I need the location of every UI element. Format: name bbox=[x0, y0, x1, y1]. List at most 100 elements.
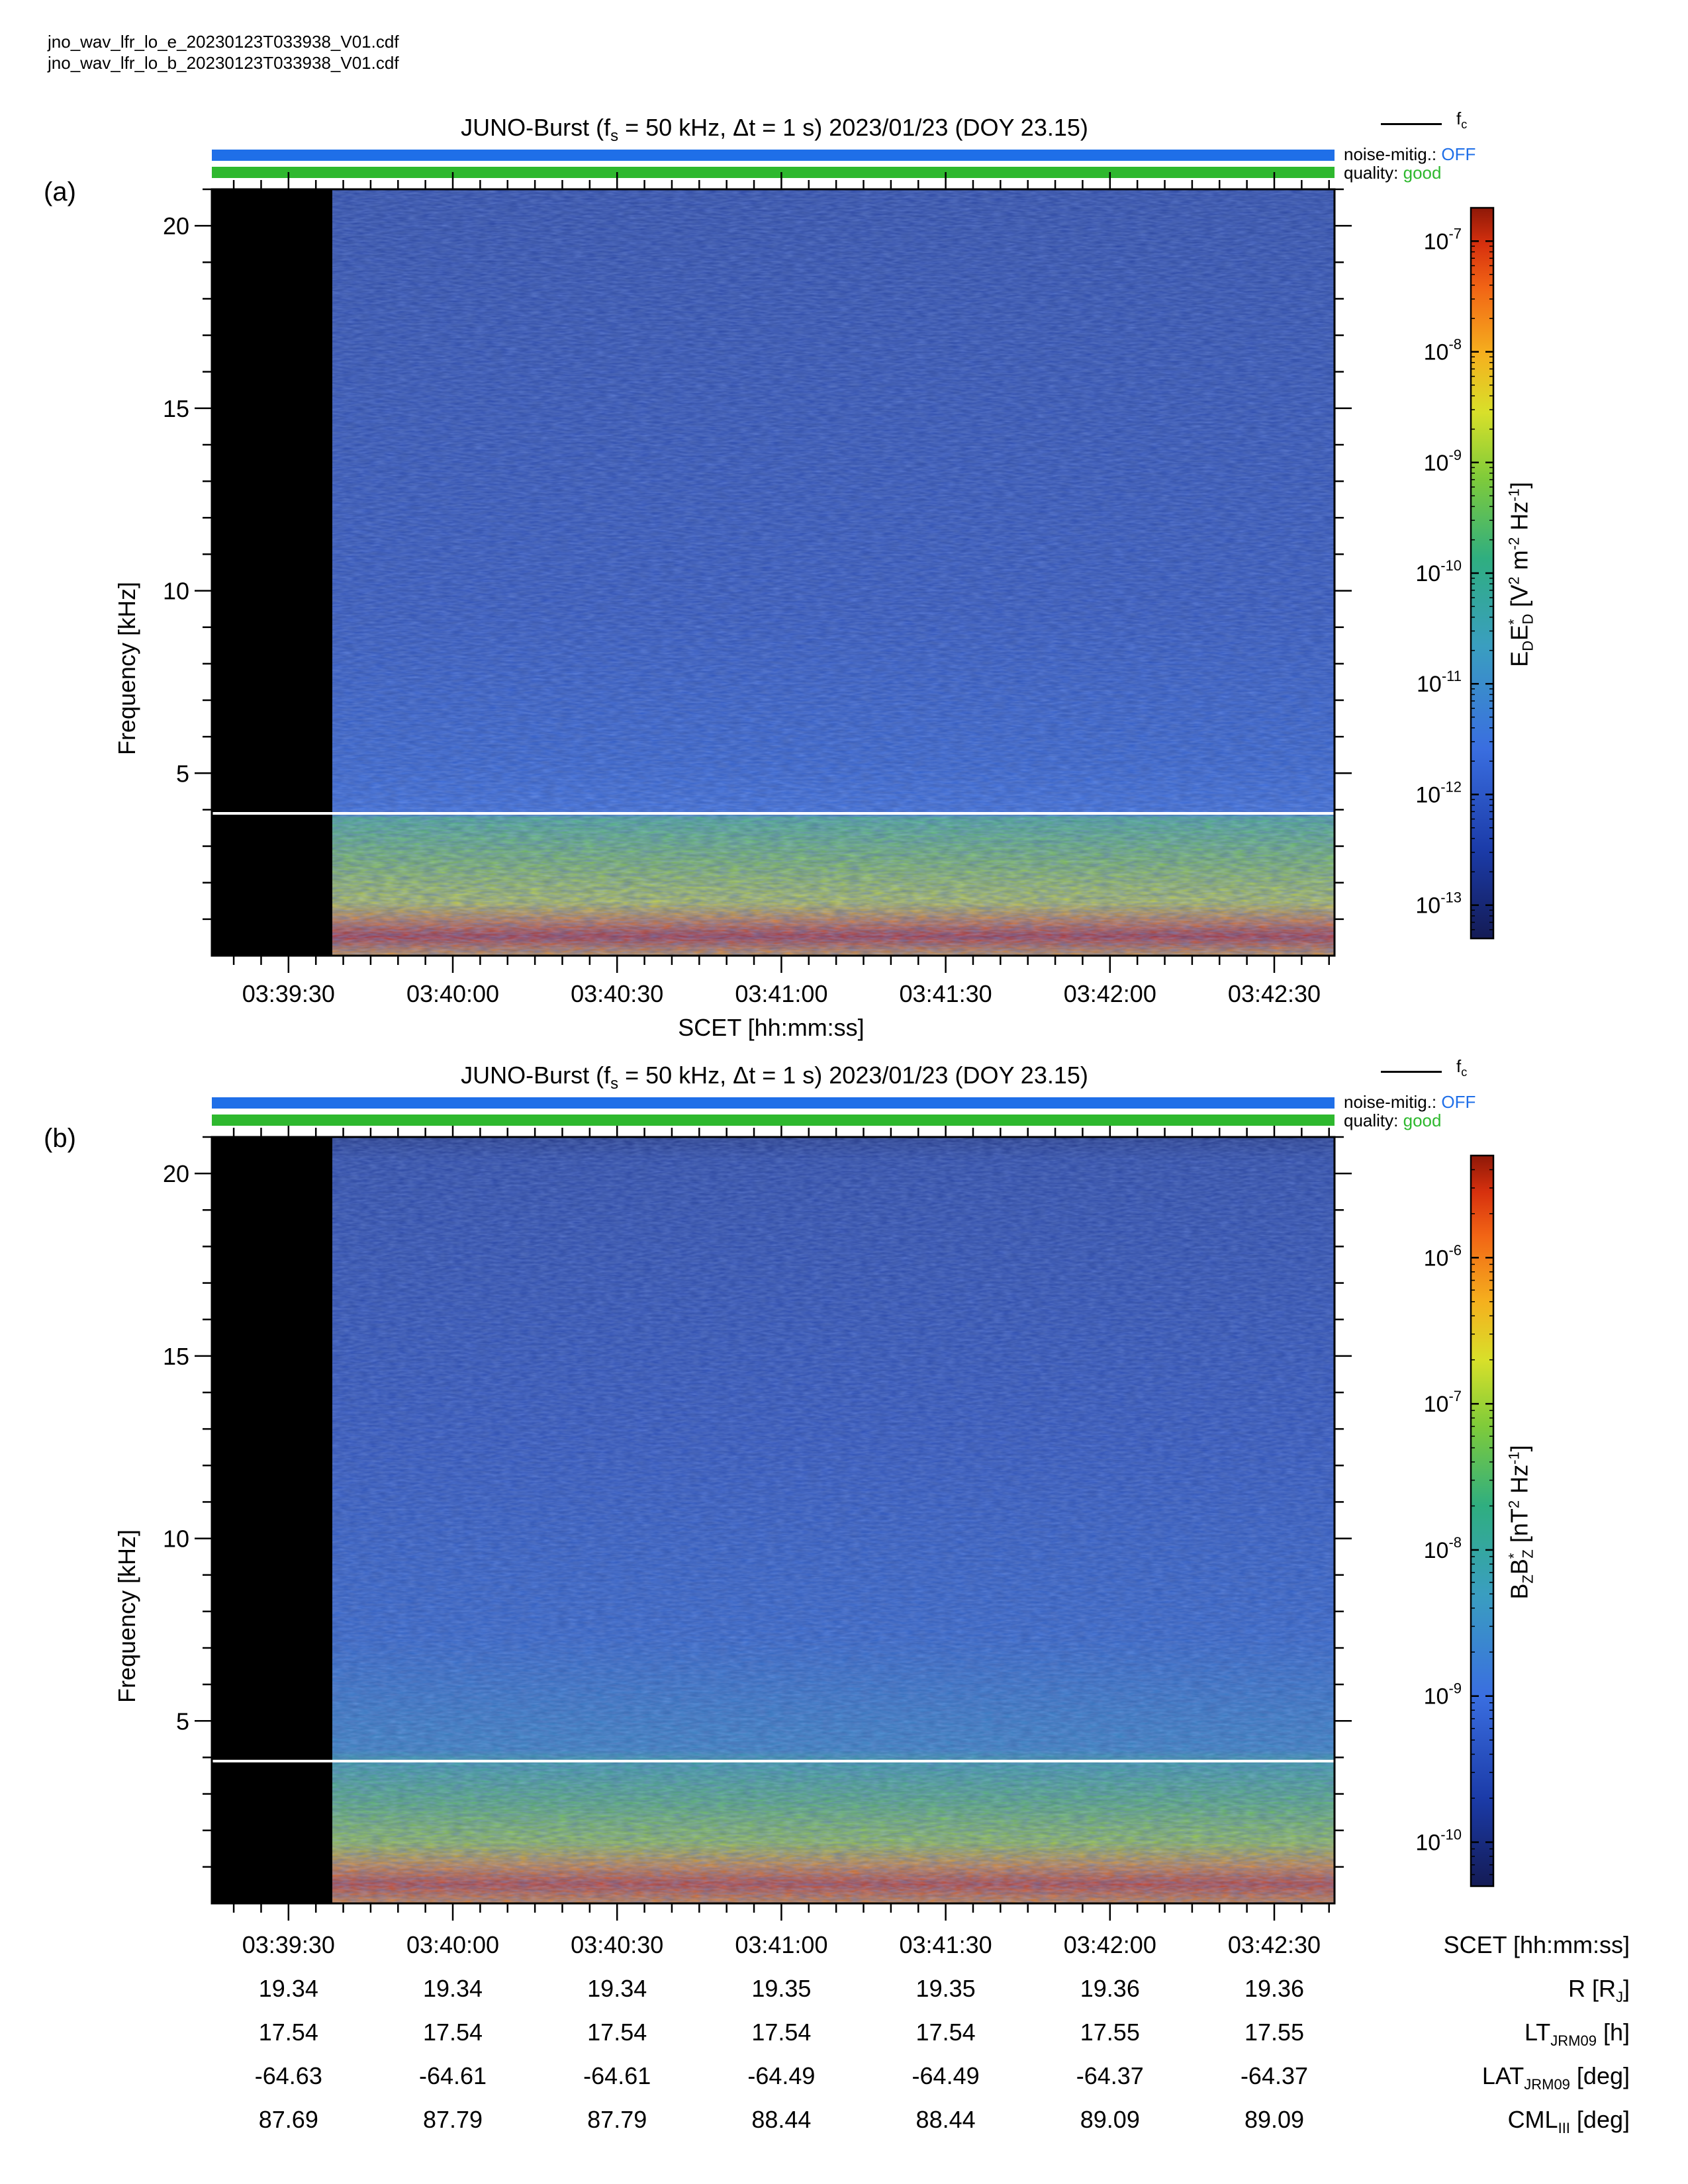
colorbar-tick-label: 10-13 bbox=[1415, 889, 1462, 919]
ephemeris-value: -64.49 bbox=[912, 2062, 980, 2089]
ephemeris-value: 19.36 bbox=[1244, 1975, 1305, 2002]
colorbar-tick-label: 10-7 bbox=[1424, 1388, 1462, 1417]
ephemeris-row-label: LTJRM09 [h] bbox=[1524, 2019, 1630, 2050]
colorbar-a-label: EDE*D [V2 m-2 Hz-1] bbox=[1505, 482, 1536, 667]
spectrogram-b: 5 10 15 20 10-6 10-7 10-8 10-9 10-10 bbox=[163, 1120, 1495, 1921]
ephemeris-value: 89.09 bbox=[1244, 2106, 1305, 2133]
ephemeris-row-label: CMLIII [deg] bbox=[1507, 2106, 1630, 2137]
x-tick-label: 03:41:00 bbox=[735, 980, 827, 1007]
no-data-region bbox=[212, 1137, 333, 1903]
x-tick-label: 03:42:00 bbox=[1064, 980, 1156, 1007]
quality-value-a: good bbox=[1403, 163, 1442, 183]
colorbar-tick-label: 10-8 bbox=[1424, 1534, 1462, 1563]
y-tick-label: 20 bbox=[163, 212, 189, 240]
ephemeris-value: -64.37 bbox=[1076, 2062, 1144, 2089]
ephemeris-value: 19.35 bbox=[751, 1975, 812, 2002]
y-tick-label: 15 bbox=[163, 395, 189, 422]
fc-legend-label-a: fc bbox=[1456, 109, 1468, 132]
ephemeris-value: 19.35 bbox=[915, 1975, 976, 2002]
ephemeris-value: 17.55 bbox=[1244, 2019, 1305, 2046]
quality-label-a: quality: good bbox=[1344, 163, 1442, 183]
x-tick-label: 03:41:30 bbox=[899, 1931, 992, 1958]
lowfreq-band-texture bbox=[332, 1760, 1335, 1903]
colorbar-tick-label: 10-10 bbox=[1415, 557, 1462, 586]
fc-legend-line-b bbox=[1381, 1071, 1442, 1073]
ephemeris-value: 17.54 bbox=[422, 2019, 483, 2046]
ephemeris-value: 17.54 bbox=[915, 2019, 976, 2046]
ephemeris-value: -64.63 bbox=[254, 2062, 322, 2089]
ephemeris-value: 17.54 bbox=[751, 2019, 812, 2046]
file-name-e: jno_wav_lfr_lo_e_20230123T033938_V01.cdf bbox=[48, 32, 399, 52]
ephemeris-row-label: R [RJ] bbox=[1568, 1975, 1630, 2006]
y-tick-label: 10 bbox=[163, 578, 189, 605]
x-tick-label: 03:42:30 bbox=[1227, 1931, 1321, 1958]
ephemeris-value: 19.34 bbox=[587, 1975, 647, 2002]
ephemeris-value: -64.49 bbox=[747, 2062, 816, 2089]
colorbar-tick-label: 10-7 bbox=[1424, 225, 1462, 254]
fc-legend-label-b: fc bbox=[1456, 1056, 1468, 1079]
x-tick-label: 03:40:30 bbox=[571, 1931, 664, 1958]
noise-mitig-label-a: noise-mitig.: OFF bbox=[1344, 144, 1476, 164]
ephemeris-value: -64.37 bbox=[1240, 2062, 1309, 2089]
noise-mitig-value-b: OFF bbox=[1441, 1092, 1476, 1112]
file-name-b: jno_wav_lfr_lo_b_20230123T033938_V01.cdf bbox=[48, 53, 399, 73]
ephemeris-row-label: LATJRM09 [deg] bbox=[1481, 2062, 1630, 2093]
colorbar-tick-label: 10-11 bbox=[1417, 668, 1462, 697]
colorbar-tick-label: 10-12 bbox=[1415, 778, 1462, 807]
panel-b-title: JUNO-Burst (fs = 50 kHz, Δt = 1 s) 2023/… bbox=[461, 1062, 1088, 1093]
colorbar-b-label: BZB*Z [nT2 Hz-1] bbox=[1505, 1445, 1536, 1600]
colorbar-b-label-wrap: BZB*Z [nT2 Hz-1] bbox=[1505, 1445, 1536, 1599]
x-tick-label: 03:40:30 bbox=[571, 980, 663, 1007]
quality-bar-b bbox=[212, 1115, 1335, 1126]
x-tick-label: 03:42:00 bbox=[1063, 1931, 1156, 1958]
ephemeris-value: 17.55 bbox=[1080, 2019, 1140, 2046]
ephemeris-value: 87.79 bbox=[422, 2106, 483, 2133]
fc-legend-line-a bbox=[1381, 123, 1442, 125]
ephemeris-value: 87.69 bbox=[258, 2106, 318, 2133]
x-tick-label: 03:40:00 bbox=[406, 980, 499, 1007]
ephemeris-value: 89.09 bbox=[1080, 2106, 1140, 2133]
y-tick-label: 15 bbox=[163, 1343, 189, 1370]
noise-mitigation-bar-a bbox=[212, 150, 1335, 161]
ephemeris-value: -64.61 bbox=[583, 2062, 651, 2089]
x-tick-label: 03:41:00 bbox=[735, 1931, 828, 1958]
spectrogram-a: 5 10 15 20 03:39:30 03:40:00 03:40:30 03:41:00 0… bbox=[163, 172, 1495, 1007]
x-tick-label: 03:42:30 bbox=[1228, 980, 1321, 1007]
y-tick-label: 5 bbox=[176, 760, 189, 787]
panel-b-tag: (b) bbox=[44, 1124, 76, 1153]
ephemeris-value: 17.54 bbox=[258, 2019, 318, 2046]
colorbar-tick-label: 10-6 bbox=[1424, 1242, 1462, 1271]
ephemeris-value: 17.54 bbox=[587, 2019, 647, 2046]
quality-value-b: good bbox=[1403, 1111, 1442, 1130]
ylabel-b: Frequency [kHz] bbox=[113, 1529, 140, 1704]
quality-bar-a bbox=[212, 167, 1335, 178]
ylabel-a: Frequency [kHz] bbox=[113, 581, 140, 756]
ylabel-a-wrap: Frequency [kHz] bbox=[99, 582, 140, 755]
noise-mitig-value-a: OFF bbox=[1441, 144, 1476, 164]
ephemeris-value: 19.34 bbox=[258, 1975, 318, 2002]
colorbar-tick-label: 10-8 bbox=[1424, 336, 1462, 365]
ephemeris-value: 87.79 bbox=[587, 2106, 647, 2133]
ylabel-b-wrap: Frequency [kHz] bbox=[99, 1529, 140, 1703]
plot-frame bbox=[211, 1136, 1336, 1905]
x-tick-label: 03:39:30 bbox=[242, 980, 335, 1007]
noise-mitig-label-b: noise-mitig.: OFF bbox=[1344, 1092, 1476, 1112]
xlabel-a: SCET [hh:mm:ss] bbox=[678, 1014, 865, 1041]
ephemeris-row-label: SCET [hh:mm:ss] bbox=[1443, 1931, 1630, 1958]
x-tick-label: 03:40:00 bbox=[406, 1931, 500, 1958]
quality-label-b: quality: good bbox=[1344, 1111, 1442, 1130]
ephemeris-value: 88.44 bbox=[915, 2106, 976, 2133]
no-data-region bbox=[212, 189, 333, 956]
colorbar-a-label-wrap: EDE*D [V2 m-2 Hz-1] bbox=[1505, 482, 1536, 667]
lowfreq-band-texture bbox=[332, 813, 1335, 956]
ephemeris-value: 88.44 bbox=[751, 2106, 812, 2133]
ephemeris-value: -64.61 bbox=[418, 2062, 487, 2089]
colorbar-tick-label: 10-10 bbox=[1415, 1827, 1462, 1856]
colorbar bbox=[1470, 1154, 1495, 1888]
panel-a-title: JUNO-Burst (fs = 50 kHz, Δt = 1 s) 2023/… bbox=[461, 114, 1088, 146]
y-tick-label: 5 bbox=[176, 1707, 189, 1735]
x-tick-label: 03:41:30 bbox=[900, 980, 992, 1007]
x-tick-label: 03:39:30 bbox=[242, 1931, 335, 1958]
colorbar-tick-label: 10-9 bbox=[1424, 447, 1462, 476]
